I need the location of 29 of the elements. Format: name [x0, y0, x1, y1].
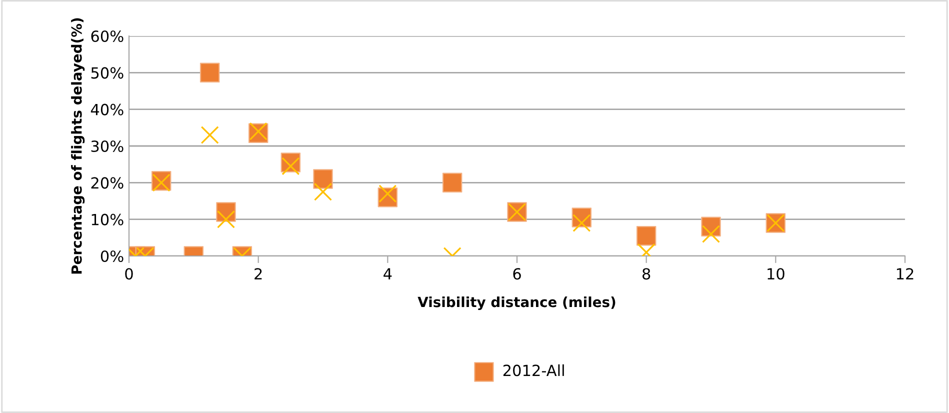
point: [216, 210, 236, 228]
y-tick-label: 40%: [90, 104, 124, 116]
y-tick-label: 60%: [91, 30, 124, 42]
point: [314, 182, 332, 201]
point: [200, 126, 219, 144]
x-tick-label: 0: [125, 268, 133, 280]
y-tick-label: 30%: [91, 140, 124, 152]
x-tick-label: 4: [384, 268, 392, 280]
x-axis-title: Visibility distance (miles): [418, 296, 616, 310]
y-tick-label: 10%: [92, 214, 124, 226]
x-tick-label: 6: [513, 268, 521, 280]
point: [200, 62, 220, 83]
point: [572, 214, 591, 232]
y-axis-title: Percentage of flights delayed(%): [71, 18, 85, 274]
x-tick-label: 2: [254, 268, 262, 280]
point: [282, 157, 300, 176]
point: [378, 184, 397, 203]
point: [442, 172, 462, 193]
point: [249, 122, 268, 140]
x-tick-label: 8: [642, 268, 650, 280]
point: [636, 226, 656, 246]
point: [313, 169, 333, 189]
y-tick-label: 50%: [91, 67, 124, 79]
point: [702, 224, 720, 244]
y-tick-label: 0%: [100, 250, 124, 262]
x-tick-label: 12: [896, 268, 914, 280]
x-tick-label: 10: [768, 268, 784, 280]
legend-label: 2012-All: [503, 364, 564, 376]
y-tick-label: 20%: [91, 177, 124, 189]
